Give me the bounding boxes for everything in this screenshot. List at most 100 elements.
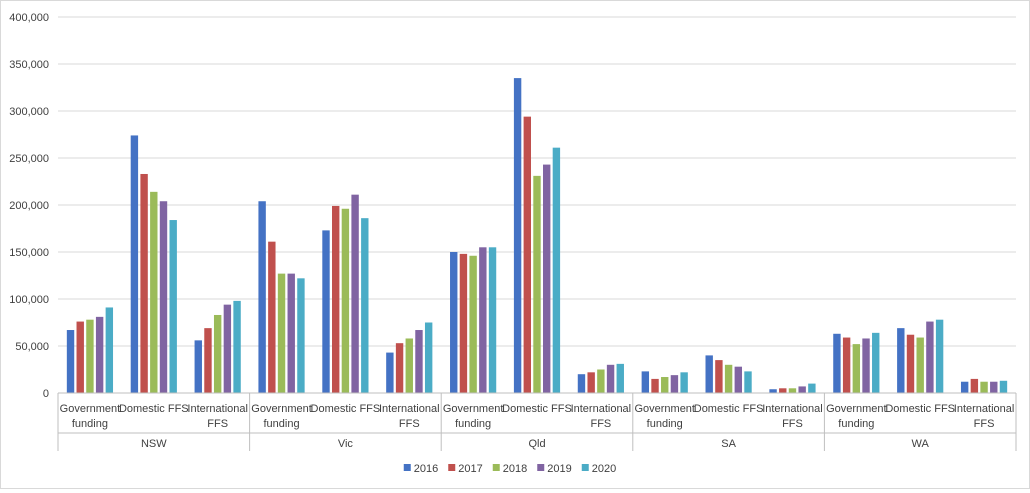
bar-nsw-international-ffs-2020 <box>233 300 241 393</box>
y-tick-label: 400,000 <box>9 12 49 24</box>
bar-nsw-international-ffs-2017 <box>204 328 212 393</box>
bar-vic-international-ffs-2020 <box>424 322 433 393</box>
bar-nsw-government-funding-2017 <box>76 321 84 393</box>
legend-label-2020: 2020 <box>592 463 616 475</box>
bar-nsw-domestic-ffs-2016 <box>130 135 139 393</box>
bar-sa-domestic-ffs-2017 <box>715 360 723 393</box>
bar-wa-domestic-ffs-2019 <box>926 321 934 393</box>
category-label: Domestic FFS <box>502 403 572 415</box>
bar-qld-domestic-ffs-2016 <box>513 78 522 393</box>
category-label: Domestic FFS <box>311 403 381 415</box>
bar-qld-government-funding-2019 <box>479 247 487 393</box>
bar-nsw-government-funding-2020 <box>105 307 114 393</box>
bar-nsw-government-funding-2019 <box>95 316 104 393</box>
category-label: International <box>954 403 1015 415</box>
legend-label-2018: 2018 <box>503 463 527 475</box>
legend-swatch-2016 <box>403 464 411 471</box>
bar-sa-government-funding-2018 <box>661 377 669 393</box>
bar-sa-international-ffs-2016 <box>769 389 777 393</box>
group-label-wa: WA <box>912 438 930 450</box>
bar-vic-government-funding-2020 <box>297 278 305 393</box>
bar-qld-international-ffs-2019 <box>606 364 615 393</box>
bar-sa-international-ffs-2019 <box>798 386 806 393</box>
category-label: Government <box>443 403 504 415</box>
category-label: funding <box>647 418 683 430</box>
bar-vic-government-funding-2019 <box>287 273 295 393</box>
bar-nsw-government-funding-2018 <box>86 319 94 393</box>
category-label: FFS <box>974 418 995 430</box>
bar-wa-domestic-ffs-2016 <box>897 328 905 393</box>
bar-qld-domestic-ffs-2019 <box>543 164 551 393</box>
bar-vic-international-ffs-2018 <box>405 338 413 393</box>
category-label: funding <box>838 418 874 430</box>
bar-nsw-government-funding-2016 <box>66 330 75 393</box>
legend-swatch-2018 <box>492 464 500 471</box>
category-label: International <box>187 403 248 415</box>
category-label: funding <box>72 418 108 430</box>
bar-sa-international-ffs-2020 <box>808 383 816 393</box>
category-label: Government <box>634 403 695 415</box>
bar-wa-government-funding-2019 <box>862 338 870 393</box>
group-label-sa: SA <box>721 438 736 450</box>
bar-nsw-domestic-ffs-2017 <box>140 173 148 393</box>
bar-sa-government-funding-2016 <box>641 371 650 393</box>
category-label: International <box>762 403 823 415</box>
y-tick-label: 350,000 <box>9 59 49 71</box>
category-label: FFS <box>399 418 420 430</box>
legend-swatch-2019 <box>537 464 545 471</box>
bar-nsw-international-ffs-2019 <box>223 304 232 393</box>
bar-wa-international-ffs-2018 <box>980 381 988 393</box>
category-label: FFS <box>207 418 228 430</box>
bar-vic-domestic-ffs-2019 <box>351 194 359 393</box>
category-label: FFS <box>590 418 611 430</box>
bar-nsw-international-ffs-2016 <box>194 340 202 393</box>
bar-nsw-domestic-ffs-2020 <box>169 220 177 393</box>
group-labels: NSW Vic Qld SA WA <box>141 438 930 450</box>
bar-vic-domestic-ffs-2020 <box>361 218 369 393</box>
legend-swatch-2017 <box>448 464 456 471</box>
category-label: funding <box>455 418 491 430</box>
bar-qld-international-ffs-2017 <box>587 372 595 393</box>
bar-qld-government-funding-2018 <box>469 255 477 393</box>
bar-qld-international-ffs-2016 <box>577 374 586 393</box>
bar-sa-domestic-ffs-2016 <box>705 355 713 393</box>
bar-sa-government-funding-2020 <box>680 372 688 393</box>
bar-vic-government-funding-2016 <box>258 201 266 393</box>
bar-qld-domestic-ffs-2017 <box>523 116 531 393</box>
bar-sa-government-funding-2017 <box>651 378 659 393</box>
bar-sa-international-ffs-2018 <box>788 388 797 393</box>
bar-wa-domestic-ffs-2017 <box>906 334 915 393</box>
category-label: Government <box>826 403 887 415</box>
bar-vic-government-funding-2017 <box>268 241 276 393</box>
y-tick-label: 300,000 <box>9 106 49 118</box>
bar-wa-domestic-ffs-2018 <box>916 337 924 393</box>
category-label: funding <box>263 418 299 430</box>
y-tick-label: 0 <box>43 388 49 400</box>
bar-wa-government-funding-2016 <box>833 333 841 393</box>
bar-vic-domestic-ffs-2016 <box>322 230 330 393</box>
bar-wa-international-ffs-2020 <box>999 380 1008 393</box>
bar-sa-international-ffs-2017 <box>779 388 787 393</box>
category-label: Domestic FFS <box>119 403 189 415</box>
bar-wa-government-funding-2017 <box>842 337 851 393</box>
y-tick-label: 50,000 <box>15 341 49 353</box>
bar-sa-domestic-ffs-2018 <box>724 364 733 393</box>
legend-label-2019: 2019 <box>547 463 571 475</box>
bar-qld-international-ffs-2020 <box>616 363 624 393</box>
bar-wa-international-ffs-2016 <box>960 381 969 393</box>
category-label: Domestic FFS <box>885 403 955 415</box>
x-axis <box>57 392 1017 451</box>
bar-vic-government-funding-2018 <box>277 273 286 393</box>
bar-wa-international-ffs-2019 <box>990 381 998 393</box>
y-tick-label: 150,000 <box>9 247 49 259</box>
bars <box>66 78 1008 393</box>
group-label-vic: Vic <box>338 438 354 450</box>
legend: 2016 2017 2018 2019 2020 <box>403 463 616 475</box>
bar-qld-government-funding-2016 <box>450 252 458 393</box>
y-axis-tick-labels: 0 50,000 100,000 150,000 200,000 250,000 300,0… <box>9 12 49 400</box>
y-tick-label: 250,000 <box>9 153 49 165</box>
bar-vic-international-ffs-2017 <box>395 343 404 393</box>
bar-qld-government-funding-2020 <box>488 247 497 393</box>
